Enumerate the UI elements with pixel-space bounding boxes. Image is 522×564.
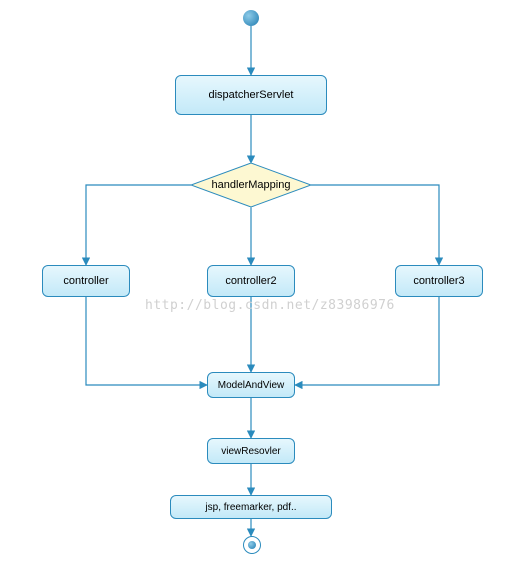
node-label: viewResovler	[221, 446, 280, 457]
node-handler-mapping: handlerMapping	[191, 163, 311, 207]
end-node	[243, 536, 261, 554]
node-output: jsp, freemarker, pdf..	[170, 495, 332, 519]
node-model-and-view: ModelAndView	[207, 372, 295, 398]
edge	[311, 185, 439, 265]
node-controller2: controller2	[207, 265, 295, 297]
node-dispatcher: dispatcherServlet	[175, 75, 327, 115]
node-label: ModelAndView	[218, 380, 285, 391]
node-label: controller2	[225, 275, 276, 287]
node-view-resolver: viewResovler	[207, 438, 295, 464]
edge	[86, 185, 191, 265]
edge	[295, 297, 439, 385]
node-label: jsp, freemarker, pdf..	[205, 502, 296, 513]
edge	[86, 297, 207, 385]
node-controller1: controller	[42, 265, 130, 297]
node-label: controller3	[413, 275, 464, 287]
node-label: dispatcherServlet	[209, 89, 294, 101]
node-label: handlerMapping	[191, 179, 311, 191]
node-label: controller	[63, 275, 108, 287]
start-node	[243, 10, 259, 26]
node-controller3: controller3	[395, 265, 483, 297]
